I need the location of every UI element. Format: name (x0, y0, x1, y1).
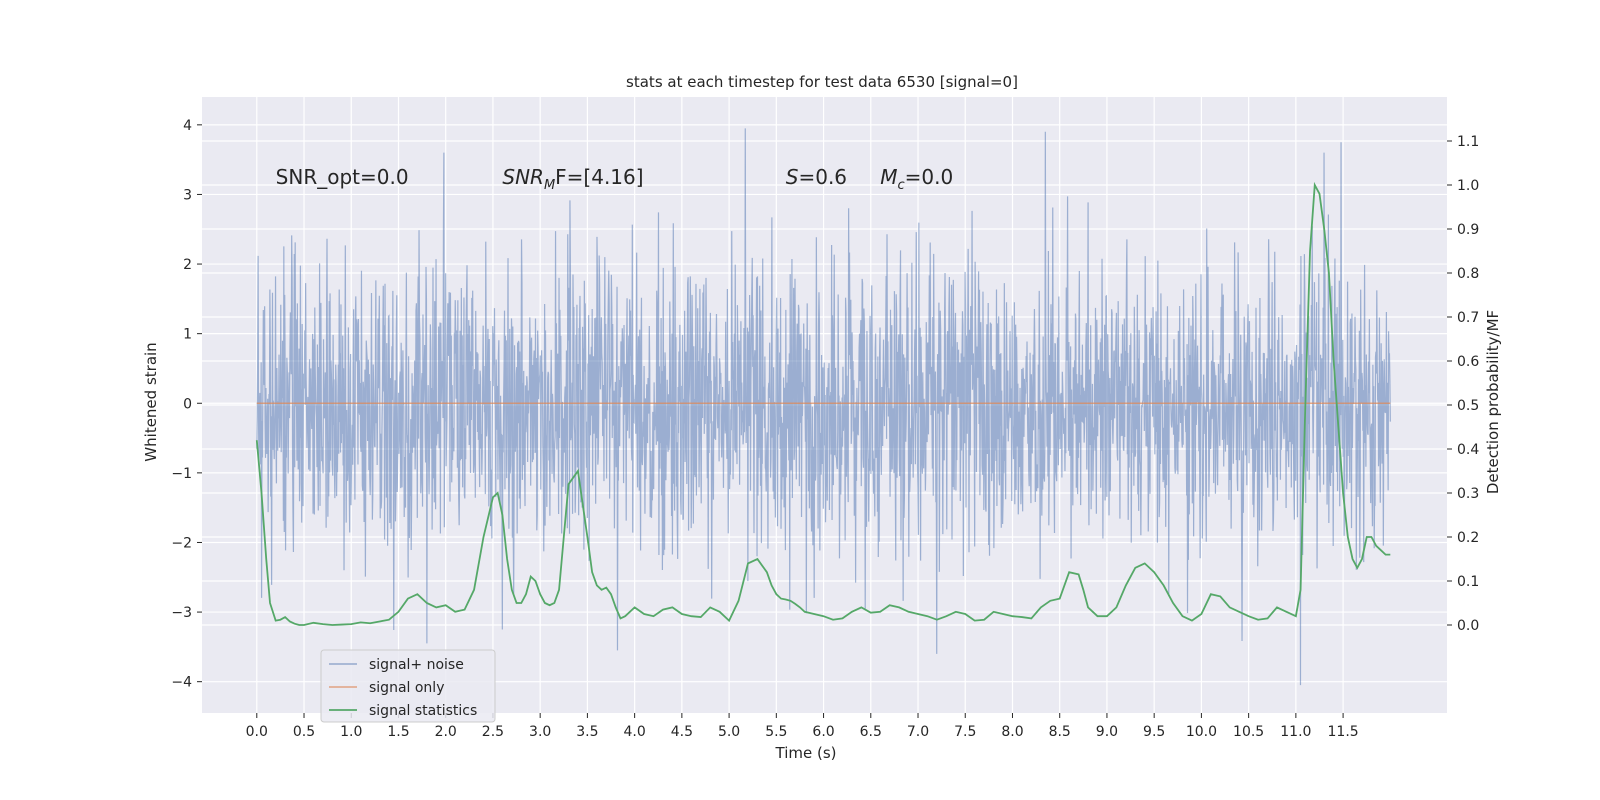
x-tick-label-17: 8.5 (1049, 724, 1071, 740)
y-axis-right-label: Detection probability/MF (1484, 310, 1502, 494)
x-tick-label-12: 6.0 (812, 724, 834, 740)
x-tick-label-3: 1.5 (387, 724, 409, 740)
chart-title: stats at each timestep for test data 653… (626, 73, 1018, 91)
x-tick-label-15: 7.5 (954, 724, 976, 740)
y2-tick-label-7: 0.7 (1457, 310, 1479, 326)
plot-area: SNR_opt=0.0 SNRMF=[4.16] S=0.6 Mc=0.0 (202, 97, 1447, 713)
y2-tick-label-3: 0.3 (1457, 486, 1479, 502)
y2-tick-label-6: 0.6 (1457, 354, 1479, 370)
x-tick-label-8: 4.0 (623, 724, 645, 740)
series-signal-plus-noise (256, 128, 1391, 686)
y-tick-label-4: 0 (183, 396, 192, 412)
x-axis-label: Time (s) (775, 744, 837, 762)
annotations: SNR_opt=0.0 SNRMF=[4.16] S=0.6 Mc=0.0 (276, 165, 954, 193)
x-tick-label-16: 8.0 (1001, 724, 1023, 740)
annotation-1: SNRMF=[4.16] (502, 165, 643, 193)
x-tick-label-5: 2.5 (482, 724, 504, 740)
y-tick-label-7: 3 (183, 187, 192, 203)
y-tick-label-3: −1 (171, 466, 192, 482)
x-tick-label-19: 9.5 (1143, 724, 1165, 740)
y2-tick-label-2: 0.2 (1457, 530, 1479, 546)
x-tick-label-7: 3.5 (576, 724, 598, 740)
y-tick-label-2: −2 (171, 535, 192, 551)
x-tick-label-22: 11.0 (1280, 724, 1311, 740)
y-tick-label-0: −4 (171, 675, 192, 691)
y-tick-label-1: −3 (171, 605, 192, 621)
y2-tick-label-0: 0.0 (1457, 618, 1479, 634)
x-tick-label-21: 10.5 (1233, 724, 1264, 740)
x-tick-label-23: 11.5 (1328, 724, 1359, 740)
x-tick-label-2: 1.0 (340, 724, 362, 740)
legend-entry-2: signal statistics (369, 703, 477, 719)
y2-tick-label-11: 1.1 (1457, 134, 1479, 150)
y-axis-left-label: Whitened strain (142, 342, 160, 461)
x-tick-label-6: 3.0 (529, 724, 551, 740)
y2-tick-label-8: 0.8 (1457, 266, 1479, 282)
annotation-3: Mc=0.0 (880, 165, 953, 193)
legend: signal+ noise signal only signal statistic… (320, 649, 496, 723)
y-axis-left-ticks: −4 −3 −2 −1 0 1 2 3 4 (171, 118, 202, 691)
y-axis-right-ticks: 0.0 0.1 0.2 0.3 0.4 0.5 0.6 0.7 0.8 0.9 1.0 1.1 (1447, 134, 1479, 634)
legend-box (320, 649, 496, 723)
y-tick-label-5: 1 (183, 327, 192, 343)
y-tick-label-8: 4 (183, 118, 192, 134)
x-tick-label-4: 2.0 (435, 724, 457, 740)
x-tick-label-20: 10.0 (1186, 724, 1217, 740)
x-tick-label-14: 7.0 (907, 724, 929, 740)
y2-tick-label-1: 0.1 (1457, 574, 1479, 590)
signal-plus-noise-line (256, 128, 1391, 686)
x-tick-label-10: 5.0 (718, 724, 740, 740)
x-axis-ticks: 0.0 0.5 1.0 1.5 2.0 2.5 3.0 3.5 4.0 4.5 5.0 5.5 6.0 6… (246, 713, 1359, 740)
legend-entry-1: signal only (369, 680, 444, 696)
y2-tick-label-9: 0.9 (1457, 222, 1479, 238)
legend-entry-0: signal+ noise (369, 657, 464, 673)
y2-tick-label-10: 1.0 (1457, 178, 1479, 194)
x-tick-label-13: 6.5 (860, 724, 882, 740)
y2-tick-label-4: 0.4 (1457, 442, 1479, 458)
x-tick-label-11: 5.5 (765, 724, 787, 740)
annotation-2: S=0.6 (786, 165, 847, 189)
y2-tick-label-5: 0.5 (1457, 398, 1479, 414)
y-tick-label-6: 2 (183, 257, 192, 273)
signal-statistics-line (255, 181, 1391, 626)
annotation-0: SNR_opt=0.0 (276, 165, 409, 189)
x-tick-label-0: 0.0 (246, 724, 268, 740)
x-tick-label-18: 9.0 (1096, 724, 1118, 740)
x-tick-label-1: 0.5 (293, 724, 315, 740)
x-tick-label-9: 4.5 (671, 724, 693, 740)
series-signal-statistics (255, 181, 1391, 626)
